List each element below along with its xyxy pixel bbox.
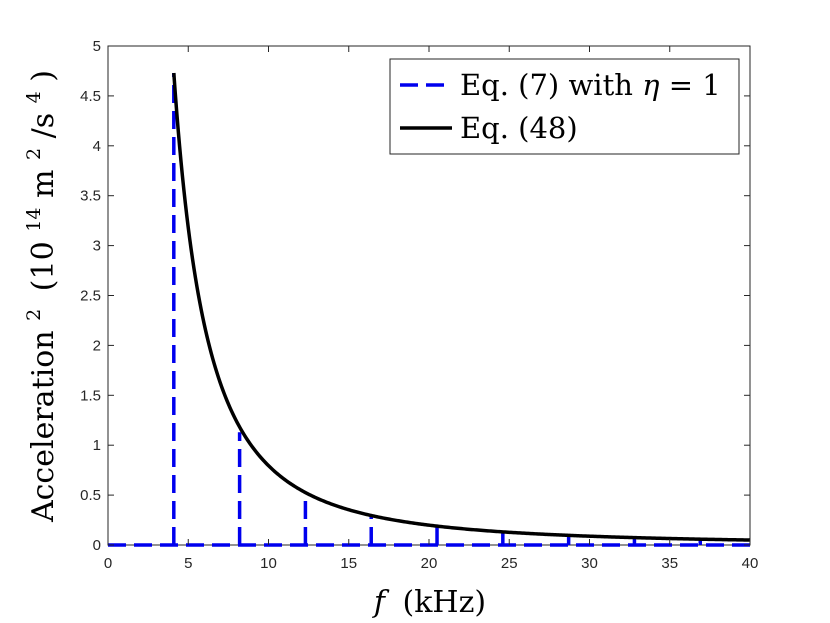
y-tick-label: 4 <box>93 138 101 155</box>
x-tick-label: 0 <box>104 555 112 572</box>
y-tick-label: 2.5 <box>80 288 101 305</box>
y-tick-label: 3 <box>93 238 101 255</box>
y-tick-label: 3.5 <box>80 188 101 205</box>
x-tick-label: 15 <box>340 555 357 572</box>
y-tick-label: 0 <box>93 537 101 554</box>
y-axis-label-base: Acceleration <box>26 330 61 523</box>
legend-box <box>389 58 740 155</box>
y-tick-label: 0.5 <box>80 487 101 504</box>
y-axis-label-close: ) <box>26 70 61 82</box>
x-axis-label: f (kHz) <box>372 585 486 620</box>
legend-label-dashed: Eq. (7) with η = 1 <box>460 68 721 102</box>
y-axis-label-per: /s <box>26 113 61 139</box>
solid-curve-line <box>172 72 751 542</box>
y-axis-label-exp4: 4 <box>23 91 45 103</box>
x-axis-variable: f <box>372 585 390 620</box>
x-tick-label: 5 <box>184 555 192 572</box>
ticks-layer: 0 5 10 15 20 25 30 35 40 0 0.5 1 1.5 2 2.5 3 3.5 4 4.5 5 <box>80 38 758 572</box>
y-axis-label: Acceleration 2 (10 14 m 2 /s 4 ) <box>13 70 61 523</box>
x-tick-label: 25 <box>501 555 518 572</box>
x-tick-label: 40 <box>742 555 759 572</box>
y-tick-label: 1.5 <box>80 387 101 404</box>
legend-label-dashed-symbol: η <box>642 68 660 102</box>
y-tick-label: 5 <box>93 38 101 55</box>
x-tick-label: 35 <box>661 555 678 572</box>
legend-label-dashed-rest: = 1 <box>660 68 721 102</box>
legend-label-solid: Eq. (48) <box>460 111 578 145</box>
y-axis-label-open: (10 <box>26 241 61 291</box>
y-tick-label: 4.5 <box>80 88 101 105</box>
x-tick-label: 20 <box>421 555 438 572</box>
y-axis-label-exp: 2 <box>23 309 45 321</box>
x-axis-unit: (kHz) <box>403 585 487 620</box>
y-tick-label: 1 <box>93 437 101 454</box>
y-axis-label-exp3: 2 <box>23 148 45 160</box>
legend: Eq. (7) with η = 1 Eq. (48) <box>389 58 740 155</box>
y-tick-label: 2 <box>93 337 101 354</box>
x-tick-label: 30 <box>581 555 598 572</box>
series-layer <box>108 72 751 547</box>
y-axis-label-unit: m <box>26 170 61 198</box>
x-tick-label: 10 <box>260 555 277 572</box>
legend-label-dashed-text: Eq. (7) with <box>460 68 642 102</box>
y-axis-label-exp2: 14 <box>23 208 45 232</box>
